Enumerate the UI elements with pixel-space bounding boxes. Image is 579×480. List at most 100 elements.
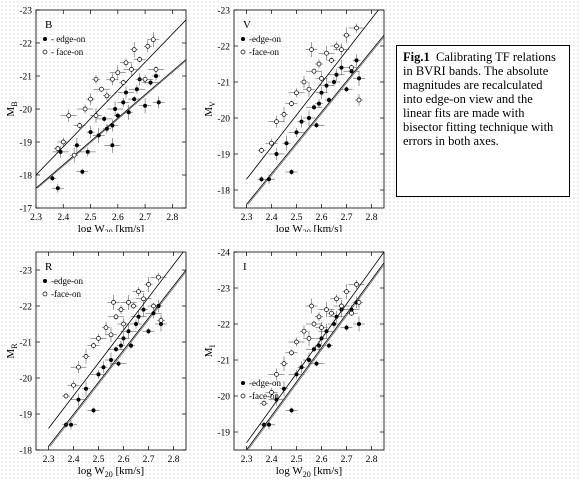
point-face-on xyxy=(334,43,339,49)
point-edge-on xyxy=(96,372,101,377)
point-face-on xyxy=(354,25,359,31)
point-face-on xyxy=(136,289,141,294)
point-edge-on xyxy=(314,361,319,366)
point-edge-on xyxy=(289,170,294,174)
point-edge-on xyxy=(141,307,146,312)
x-tick-label: 2.7 xyxy=(341,213,353,223)
point-face-on xyxy=(356,97,362,103)
point-face-on xyxy=(324,307,329,312)
point-edge-on xyxy=(74,143,79,148)
point-edge-on xyxy=(317,343,321,348)
point-face-on xyxy=(91,343,96,348)
y-tick-label: -24 xyxy=(217,249,230,259)
point-face-on xyxy=(349,65,354,70)
x-tick-label: 2.7 xyxy=(341,455,353,465)
point-face-on xyxy=(306,336,312,341)
y-axis-label: MI xyxy=(203,344,217,357)
band-label: R xyxy=(45,261,53,273)
x-tick-label: 2.6 xyxy=(118,455,130,465)
point-face-on xyxy=(158,318,164,323)
point-face-on xyxy=(83,354,89,359)
point-edge-on xyxy=(134,322,138,326)
y-axis-label: MR xyxy=(5,343,19,359)
point-face-on xyxy=(311,68,317,74)
y-tick-label: -19 xyxy=(217,151,230,161)
point-face-on xyxy=(309,47,314,52)
point-face-on xyxy=(129,67,134,72)
point-face-on xyxy=(76,364,81,370)
legend-label: - edge-on xyxy=(51,34,86,44)
fit-line-band xyxy=(247,36,384,205)
point-edge-on xyxy=(50,176,55,181)
point-face-on xyxy=(329,58,334,63)
point-face-on xyxy=(289,350,294,356)
point-face-on xyxy=(339,303,344,309)
chart-I-group: 2.3 2.4 2.5 2.6 2.7 2.8 -19 -20 -21 -22 -23 -24 log … xyxy=(203,249,385,478)
point-edge-on xyxy=(319,90,324,95)
y-tick-label: -20 xyxy=(19,106,32,116)
point-edge-on xyxy=(69,422,73,427)
chart-panel-i: 2.3 2.4 2.5 2.6 2.7 2.8 -19 -20 -21 -22 -23 -24 log … xyxy=(203,249,385,478)
point-edge-on xyxy=(151,311,156,316)
point-edge-on xyxy=(327,98,331,102)
y-tick-label: -18 xyxy=(19,447,32,457)
point-face-on xyxy=(104,93,110,99)
point-edge-on xyxy=(114,347,118,352)
point-edge-on xyxy=(344,87,349,92)
legend-label: - face-on xyxy=(51,47,84,57)
point-edge-on xyxy=(312,105,316,110)
point-edge-on xyxy=(126,329,131,334)
point-edge-on xyxy=(274,397,279,402)
point-edge-on xyxy=(317,101,321,106)
point-face-on xyxy=(301,79,307,85)
point-face-on xyxy=(329,310,334,316)
point-face-on xyxy=(126,300,131,305)
x-axis-label: log W20 [km/s] xyxy=(78,223,144,232)
y-tick-label: -21 xyxy=(19,339,32,349)
point-face-on xyxy=(319,76,324,81)
point-face-on xyxy=(77,123,82,128)
x-tick-label: 2.6 xyxy=(316,213,328,223)
x-tick-label: 2.8 xyxy=(166,213,178,223)
band-label: V xyxy=(243,19,251,31)
legend-marker-face-on xyxy=(240,49,246,55)
point-edge-on xyxy=(110,123,115,128)
point-face-on xyxy=(118,307,124,312)
point-face-on xyxy=(141,296,146,302)
point-face-on xyxy=(306,86,312,92)
point-face-on xyxy=(309,303,314,309)
point-edge-on xyxy=(143,103,148,108)
point-face-on xyxy=(150,37,156,43)
chart-panel-r: 2.3 2.4 2.5 2.6 2.7 2.8 -18 -19 -20 -21 -22 -23 log … xyxy=(5,251,187,478)
legend-label: -face-on xyxy=(249,391,279,401)
y-tick-label: -18 xyxy=(217,187,230,197)
x-tick-label: 2.5 xyxy=(93,455,105,465)
point-face-on xyxy=(96,336,101,341)
fit-line xyxy=(36,19,186,176)
point-face-on xyxy=(311,321,317,327)
point-edge-on xyxy=(284,141,289,146)
point-edge-on xyxy=(344,325,349,330)
y-tick-label: -17 xyxy=(19,205,32,215)
point-face-on xyxy=(319,325,324,330)
legend-marker-edge-on xyxy=(241,381,245,385)
point-face-on xyxy=(289,101,294,106)
point-edge-on xyxy=(307,116,311,120)
x-tick-label: 2.5 xyxy=(291,213,303,223)
plot-content xyxy=(48,252,186,447)
point-face-on xyxy=(142,76,148,82)
fit-line-band xyxy=(49,271,186,447)
point-edge-on xyxy=(55,186,60,191)
point-face-on xyxy=(349,310,354,316)
x-tick-label: 2.4 xyxy=(57,213,69,223)
y-tick-label: -18 xyxy=(19,172,32,182)
point-face-on xyxy=(115,70,121,76)
plot-content xyxy=(36,19,186,193)
point-face-on xyxy=(151,303,156,309)
legend-marker-edge-on xyxy=(241,37,245,41)
legend-marker-edge-on xyxy=(43,279,47,283)
legend-label: -edge-on xyxy=(51,276,83,286)
point-edge-on xyxy=(289,408,294,413)
x-tick-label: 2.7 xyxy=(139,213,151,223)
point-edge-on xyxy=(267,177,271,182)
